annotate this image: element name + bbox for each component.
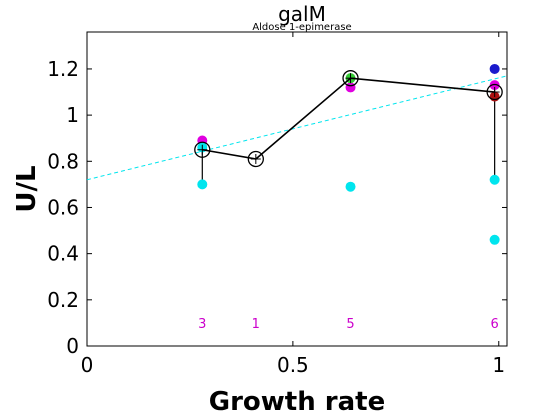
x-tick-label: 0	[81, 353, 94, 377]
data-point	[197, 179, 208, 190]
data-point	[345, 82, 356, 93]
mean-marker	[486, 83, 503, 101]
y-axis-label: U/L	[12, 165, 42, 212]
y-tick-label: 1	[66, 103, 79, 127]
data-point	[489, 234, 500, 245]
y-tick-label: 0.8	[47, 149, 79, 173]
chart-subtitle: Aldose 1-epimerase	[252, 22, 351, 33]
count-label: 1	[252, 317, 260, 332]
mean-line	[202, 77, 495, 160]
count-label: 3	[198, 317, 206, 332]
x-tick-label: 0.5	[277, 353, 309, 377]
mean-marker	[194, 141, 211, 158]
y-tick-label: 1.2	[47, 57, 79, 81]
y-tick-label: 0	[66, 334, 79, 358]
y-tick-label: 0.2	[47, 288, 79, 312]
data-point	[345, 181, 356, 192]
x-tick-label: 1	[492, 353, 505, 377]
count-label: 6	[491, 317, 499, 332]
mean-marker	[342, 70, 359, 87]
data-point	[489, 174, 500, 185]
x-axis-label: Growth rate	[209, 387, 385, 417]
y-tick-label: 0.4	[47, 242, 79, 266]
fit-line	[86, 75, 508, 181]
y-tick-label: 0.6	[47, 195, 79, 219]
count-label: 5	[346, 317, 354, 332]
plot-frame	[86, 31, 508, 347]
data-point	[489, 63, 500, 74]
chart-title: galM	[278, 2, 326, 26]
mean-marker	[247, 150, 264, 168]
